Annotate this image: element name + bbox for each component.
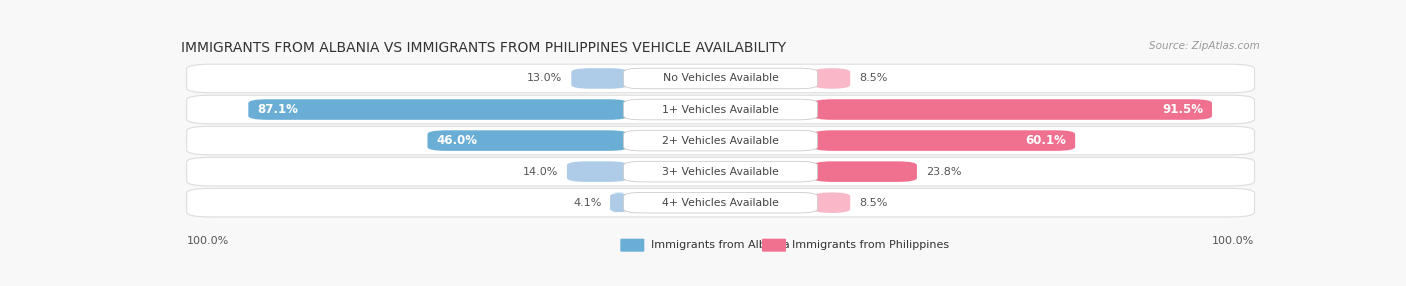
Text: No Vehicles Available: No Vehicles Available [662, 74, 779, 84]
FancyBboxPatch shape [187, 64, 1254, 93]
Text: IMMIGRANTS FROM ALBANIA VS IMMIGRANTS FROM PHILIPPINES VEHICLE AVAILABILITY: IMMIGRANTS FROM ALBANIA VS IMMIGRANTS FR… [181, 41, 786, 55]
FancyBboxPatch shape [187, 126, 1254, 155]
FancyBboxPatch shape [813, 68, 851, 89]
Text: Immigrants from Philippines: Immigrants from Philippines [793, 240, 949, 250]
Text: 4+ Vehicles Available: 4+ Vehicles Available [662, 198, 779, 208]
FancyBboxPatch shape [187, 188, 1254, 217]
FancyBboxPatch shape [609, 192, 630, 213]
FancyBboxPatch shape [813, 161, 917, 182]
Text: 4.1%: 4.1% [574, 198, 602, 208]
Text: 14.0%: 14.0% [523, 167, 558, 177]
FancyBboxPatch shape [620, 239, 644, 252]
Text: 100.0%: 100.0% [1212, 236, 1254, 246]
Text: 100.0%: 100.0% [187, 236, 229, 246]
FancyBboxPatch shape [571, 68, 628, 89]
FancyBboxPatch shape [762, 239, 786, 252]
Text: Immigrants from Albania: Immigrants from Albania [651, 240, 790, 250]
Text: 8.5%: 8.5% [859, 198, 887, 208]
FancyBboxPatch shape [567, 161, 628, 182]
Text: 8.5%: 8.5% [859, 74, 887, 84]
FancyBboxPatch shape [624, 161, 817, 182]
Text: 91.5%: 91.5% [1163, 103, 1204, 116]
FancyBboxPatch shape [187, 95, 1254, 124]
FancyBboxPatch shape [813, 99, 1212, 120]
FancyBboxPatch shape [187, 157, 1254, 186]
Text: 13.0%: 13.0% [527, 74, 562, 84]
Text: 1+ Vehicles Available: 1+ Vehicles Available [662, 104, 779, 114]
FancyBboxPatch shape [249, 99, 628, 120]
FancyBboxPatch shape [624, 192, 817, 213]
Text: 2+ Vehicles Available: 2+ Vehicles Available [662, 136, 779, 146]
FancyBboxPatch shape [624, 68, 817, 89]
Text: 87.1%: 87.1% [257, 103, 298, 116]
Text: 46.0%: 46.0% [436, 134, 477, 147]
FancyBboxPatch shape [624, 99, 817, 120]
Text: 3+ Vehicles Available: 3+ Vehicles Available [662, 167, 779, 177]
FancyBboxPatch shape [624, 130, 817, 151]
Text: 60.1%: 60.1% [1025, 134, 1066, 147]
Text: 23.8%: 23.8% [925, 167, 962, 177]
FancyBboxPatch shape [813, 192, 851, 213]
FancyBboxPatch shape [813, 130, 1076, 151]
Text: Source: ZipAtlas.com: Source: ZipAtlas.com [1149, 41, 1260, 51]
FancyBboxPatch shape [427, 130, 628, 151]
